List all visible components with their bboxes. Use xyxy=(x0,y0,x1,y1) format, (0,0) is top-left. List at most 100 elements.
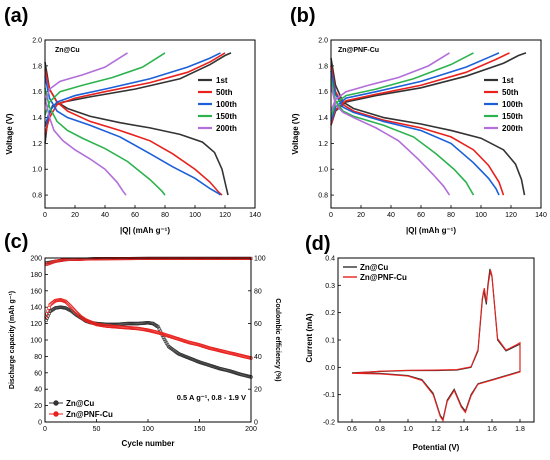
c-ytick-label: 40 xyxy=(34,387,42,394)
plot-a-xtick-label: 40 xyxy=(101,212,109,219)
capacity-marker xyxy=(163,339,168,343)
c-xtick-label: 200 xyxy=(245,426,257,433)
panel-a: (a) Voltage (V) |Q| (mAh g⁻¹) Zn@Cu 0 20 4… xyxy=(4,5,261,235)
ylabel-d: Current (mA) xyxy=(305,313,314,363)
d-ytick-label: 0.4 xyxy=(325,256,335,263)
c-y2tick-label: 40 xyxy=(254,354,262,361)
c-ytick-label: 100 xyxy=(30,338,42,345)
capacity-marker xyxy=(156,325,161,329)
plot-a-xtick-label: 60 xyxy=(131,212,139,219)
c-xtick-label: 150 xyxy=(194,426,206,433)
legend-label-100th: 100th xyxy=(502,100,523,109)
plot-frame-a xyxy=(44,39,256,209)
capacity-marker xyxy=(46,309,50,313)
charge-curve-150th xyxy=(330,52,474,117)
ylabel-c: Discharge capacity (mAh g⁻¹) xyxy=(9,291,16,389)
c-y2tick-label: 100 xyxy=(254,256,266,263)
cv-curve-Zn@Cu xyxy=(351,268,521,421)
plot-b-xtick-label: 20 xyxy=(357,212,365,219)
plot-a-ytick-label: 1.6 xyxy=(32,89,42,96)
discharge-curve-150th xyxy=(330,78,475,196)
c-ytick-label: 0 xyxy=(38,420,42,427)
capacity-marker xyxy=(45,312,49,316)
xlabel-c: Cycle number xyxy=(122,439,175,448)
panel-letter-a: (a) xyxy=(4,5,28,27)
plot-b-ytick-label: 1.6 xyxy=(318,89,328,96)
d-xtick-label: 1.8 xyxy=(515,426,525,433)
ylabel-a: Voltage (V) xyxy=(5,113,14,155)
c-y2tick-label: 0 xyxy=(254,420,258,427)
plot-a-ytick-label: 1.0 xyxy=(32,167,42,174)
legend-label-Zn@Cu: Zn@Cu xyxy=(360,263,388,272)
d-ytick-label: -0.2 xyxy=(323,420,335,427)
c-ytick-label: 180 xyxy=(30,272,42,279)
plot-b-xtick-label: 140 xyxy=(535,212,547,219)
y2label-c: Coulombic efficiency (%) xyxy=(274,298,281,381)
c-ytick-label: 20 xyxy=(34,403,42,410)
d-ytick-label: 0.3 xyxy=(325,283,335,290)
condition-annotation-c: 0.5 A g⁻¹, 0.8 - 1.9 V xyxy=(177,393,246,402)
plot-frame-d xyxy=(337,257,535,423)
plot-a-ytick-label: 0.8 xyxy=(32,193,42,200)
capacity-marker xyxy=(52,299,57,304)
plot-a-xtick-label: 20 xyxy=(71,212,79,219)
c-y2tick-label: 80 xyxy=(254,288,262,295)
plot-a-ytick-label: 1.8 xyxy=(32,63,42,70)
legend-label-200th: 200th xyxy=(216,124,237,133)
plot-frame-b xyxy=(330,39,542,209)
c-ytick-label: 60 xyxy=(34,370,42,377)
capacity-marker xyxy=(164,341,169,345)
panel-b: (b) Voltage (V) |Q| (mAh g⁻¹) Zn@PNF-Cu … xyxy=(290,5,547,235)
plot-a-ytick-label: 1.2 xyxy=(32,141,42,148)
legend-label-50th: 50th xyxy=(216,88,233,97)
capacity-marker xyxy=(75,311,79,315)
c-y2tick-label: 20 xyxy=(254,387,262,394)
capacity-marker xyxy=(64,300,69,305)
plot-a-xtick-label: 140 xyxy=(249,212,261,219)
discharge-curve-200th xyxy=(44,97,127,196)
legend-label-100th: 100th xyxy=(216,100,237,109)
charge-curve-100th xyxy=(44,52,221,127)
legend-label-Zn@PNF-Cu: Zn@PNF-Cu xyxy=(66,410,113,419)
discharge-curve-50th xyxy=(44,69,223,196)
xlabel-d: Potential (V) xyxy=(413,443,460,452)
c-ytick-label: 140 xyxy=(30,305,42,312)
plot-b-xtick-label: 0 xyxy=(329,212,333,219)
xlabel-b: |Q| (mAh g⁻¹) xyxy=(406,226,456,235)
c-y2tick-label: 60 xyxy=(254,321,262,328)
plot-a-xtick-label: 120 xyxy=(219,212,231,219)
plot-b-xtick-label: 120 xyxy=(505,212,517,219)
d-ytick-label: 0.0 xyxy=(325,365,335,372)
plot-b-ytick-label: 2.0 xyxy=(318,38,328,45)
legend-label-1st: 1st xyxy=(502,76,514,85)
panel-letter-b: (b) xyxy=(290,5,316,27)
c-ytick-label: 120 xyxy=(30,321,42,328)
plot-b-ytick-label: 0.8 xyxy=(318,193,328,200)
charge-curve-50th xyxy=(330,52,510,125)
c-xtick-label: 0 xyxy=(43,426,47,433)
legend-label-Zn@Cu: Zn@Cu xyxy=(66,399,94,408)
plot-a-ytick-label: 1.4 xyxy=(32,115,42,122)
legend-label-150th: 150th xyxy=(216,112,237,121)
capacity-marker xyxy=(74,310,78,314)
capacity-marker xyxy=(67,303,72,308)
charge-curve-200th xyxy=(330,52,450,112)
d-xtick-label: 0.6 xyxy=(347,426,357,433)
legend-label-150th: 150th xyxy=(502,112,523,121)
c-ytick-label: 200 xyxy=(30,256,42,263)
chart-title-a: Zn@Cu xyxy=(55,47,80,54)
legend-label-200th: 200th xyxy=(502,124,523,133)
legend-marker-Zn@Cu xyxy=(53,400,59,406)
d-xtick-label: 1.4 xyxy=(459,426,469,433)
d-ytick-label: 0.1 xyxy=(325,338,335,345)
legend-label-1st: 1st xyxy=(216,76,228,85)
d-xtick-label: 1.2 xyxy=(431,426,441,433)
charge-curve-1st xyxy=(44,52,232,144)
c-xtick-label: 50 xyxy=(93,426,101,433)
plot-b-ytick-label: 1.0 xyxy=(318,167,328,174)
capacity-marker xyxy=(162,337,167,342)
c-ytick-label: 80 xyxy=(34,354,42,361)
c-xtick-label: 100 xyxy=(142,426,154,433)
d-xtick-label: 1.6 xyxy=(487,426,497,433)
